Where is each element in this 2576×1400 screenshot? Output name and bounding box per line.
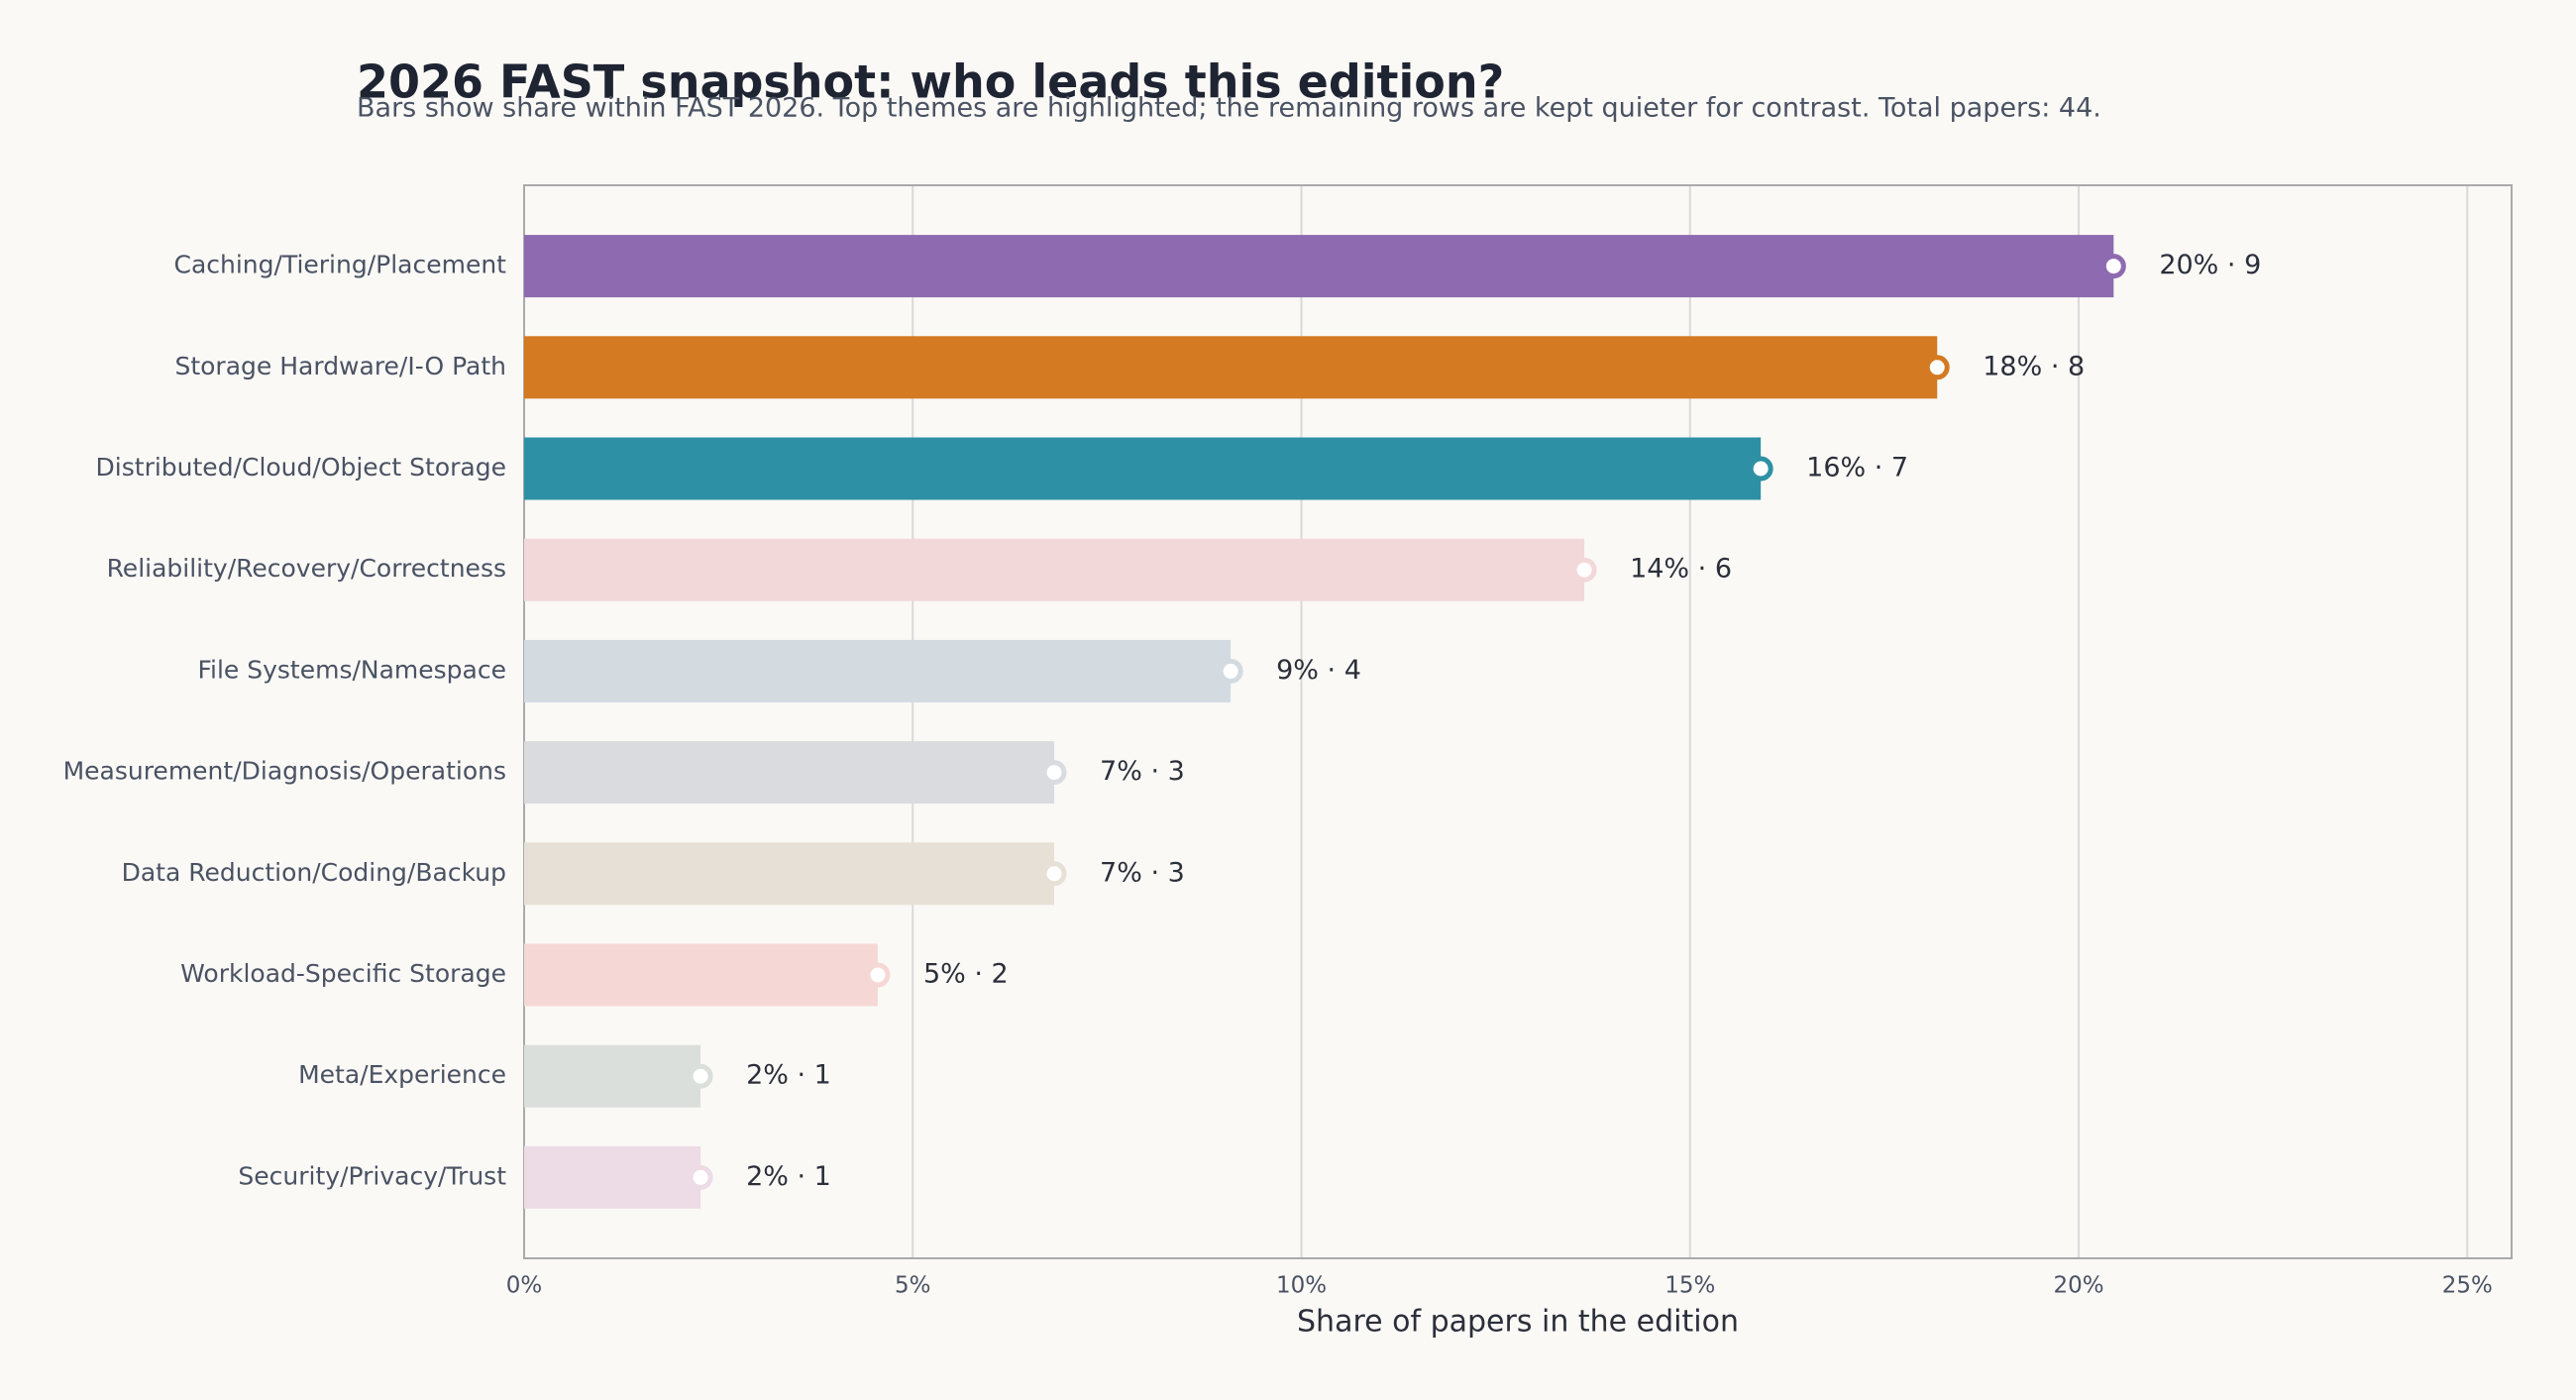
y-tick-label: Distributed/Cloud/Object Storage <box>96 453 506 482</box>
bar <box>524 538 1585 601</box>
bar-end-dot <box>688 1164 713 1190</box>
y-tick-label: Data Reduction/Coding/Backup <box>122 858 506 887</box>
bar <box>524 437 1762 500</box>
bar <box>524 639 1232 702</box>
value-label: 18% · 8 <box>1983 351 2085 381</box>
bar <box>524 1145 701 1209</box>
x-tick-label: 10% <box>1276 1273 1327 1299</box>
bar-end-dot <box>1041 861 1067 887</box>
x-tick-label: 25% <box>2442 1273 2493 1299</box>
y-tick-label: Workload-Specific Storage <box>180 959 506 988</box>
y-tick-label: Security/Privacy/Trust <box>238 1161 506 1190</box>
bar-end-dot <box>2100 254 2126 279</box>
y-tick-label: Measurement/Diagnosis/Operations <box>63 757 506 786</box>
y-tick-label: Reliability/Recovery/Correctness <box>107 554 506 583</box>
bar-end-dot <box>1041 760 1067 786</box>
x-tick-label: 20% <box>2053 1273 2103 1299</box>
bar <box>524 336 1938 399</box>
bar-end-dot <box>688 1063 713 1089</box>
bar-end-dot <box>1218 658 1243 684</box>
bar <box>524 741 1055 805</box>
x-tick-label: 5% <box>895 1273 931 1299</box>
value-label: 20% · 9 <box>2159 250 2261 280</box>
value-label: 2% · 1 <box>746 1060 831 1091</box>
y-tick-label: Caching/Tiering/Placement <box>174 251 507 279</box>
chart-title: 2026 FAST snapshot: who leads this editi… <box>357 55 1504 109</box>
bar-end-dot <box>865 962 891 988</box>
chart-subtitle: Bars show share within FAST 2026. Top th… <box>357 93 2101 124</box>
bar <box>524 235 2114 298</box>
bar <box>524 943 878 1007</box>
value-label: 16% · 7 <box>1806 453 1908 484</box>
value-label: 2% · 1 <box>746 1161 831 1192</box>
y-tick-label: Meta/Experience <box>298 1060 506 1089</box>
value-label: 9% · 4 <box>1276 655 1361 686</box>
x-tick-label: 0% <box>506 1273 543 1299</box>
x-tick-label: 15% <box>1664 1273 1715 1299</box>
bar <box>524 842 1055 906</box>
y-tick-label: File Systems/Namespace <box>197 655 506 684</box>
bar-end-dot <box>1924 355 1950 380</box>
bar-end-dot <box>1748 456 1773 482</box>
value-label: 7% · 3 <box>1100 756 1185 787</box>
value-label: 5% · 2 <box>923 959 1009 990</box>
x-axis-label: Share of papers in the edition <box>1297 1305 1739 1340</box>
value-label: 14% · 6 <box>1630 554 1732 585</box>
value-label: 7% · 3 <box>1100 857 1185 888</box>
plot-frame <box>523 184 2513 1259</box>
y-tick-label: Storage Hardware/I-O Path <box>174 352 506 380</box>
bar-end-dot <box>1571 557 1597 583</box>
bar <box>524 1044 701 1108</box>
